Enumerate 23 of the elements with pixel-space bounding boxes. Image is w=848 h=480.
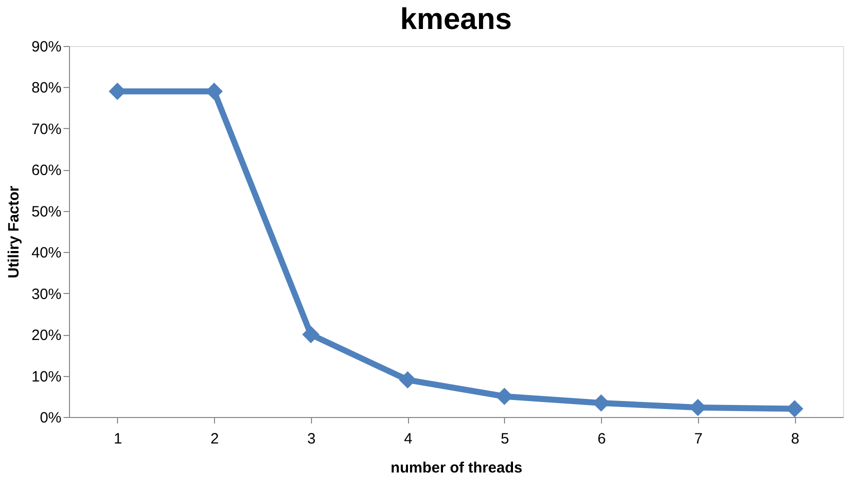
y-tick-label: 40% bbox=[31, 244, 62, 262]
y-tick-label: 70% bbox=[31, 120, 62, 138]
y-tick-label: 50% bbox=[31, 203, 62, 220]
y-tick-label: 20% bbox=[31, 327, 62, 344]
x-tick-label: 7 bbox=[694, 430, 703, 448]
x-axis-title: number of threads bbox=[390, 460, 522, 476]
x-tick-label: 1 bbox=[114, 430, 122, 448]
point bbox=[302, 326, 320, 344]
x-tick-label: 3 bbox=[307, 430, 316, 448]
y-axis-title: Utiliry Factor bbox=[5, 186, 22, 278]
y-tick-label: 30% bbox=[31, 286, 62, 303]
x-tick-label: 2 bbox=[210, 430, 219, 448]
x-tick-label: 8 bbox=[790, 430, 800, 448]
x-tick-label: 6 bbox=[597, 430, 606, 448]
point bbox=[398, 371, 416, 389]
y-tick-label: 80% bbox=[31, 80, 62, 97]
x-tick-label: 5 bbox=[500, 430, 510, 448]
y-tick-label: 60% bbox=[31, 162, 62, 180]
chart-title: kmeans bbox=[400, 3, 512, 36]
x-tick-label: 4 bbox=[404, 430, 412, 448]
y-tick-label: 0% bbox=[40, 410, 62, 426]
y-tick-label: 10% bbox=[31, 368, 62, 386]
y-tick-label: 90% bbox=[31, 38, 62, 56]
